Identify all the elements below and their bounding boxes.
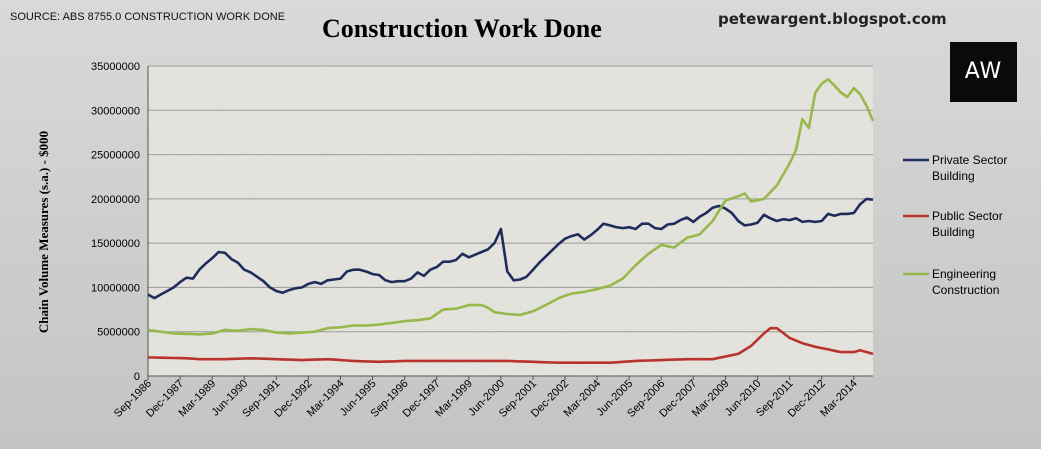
y-tick-label: 25000000 — [91, 150, 140, 162]
y-axis: 0 5000000 10000000 15000000 20000000 25000000… — [91, 61, 873, 383]
y-tick-label: 30000000 — [91, 105, 140, 117]
plot-texture — [148, 66, 873, 376]
y-tick-label: 10000000 — [91, 282, 140, 294]
source-note: SOURCE: ABS 8755.0 CONSTRUCTION WORK DON… — [10, 11, 286, 23]
chart-title: Construction Work Done — [322, 14, 602, 43]
legend: Private Sector Building Public Sector Build… — [903, 153, 1007, 297]
y-tick-label: 15000000 — [91, 238, 140, 250]
y-tick-label: 20000000 — [91, 194, 140, 206]
series-line-2 — [147, 326, 874, 365]
blog-url: petewargent.blogspot.com — [718, 10, 947, 28]
aw-logo: AW — [950, 42, 1017, 102]
legend-label: Engineering Construction — [932, 267, 999, 297]
legend-label: Public Sector Building — [932, 209, 1003, 239]
plot-area — [148, 66, 873, 376]
series-line-3 — [147, 78, 875, 336]
y-tick-label: 0 — [134, 371, 140, 383]
series-lines — [147, 78, 875, 365]
y-tick-label: 5000000 — [97, 327, 140, 339]
series-line-1 — [147, 197, 874, 300]
legend-label: Private Sector Building — [932, 153, 1007, 183]
y-axis-label: Chain Volume Measures (s.a.) - $000 — [36, 131, 51, 333]
y-tick-label: 35000000 — [91, 61, 140, 73]
x-axis: Sep-1986Dec-1987Mar-1989Jun-1990Sep-1991… — [112, 376, 860, 420]
gridlines — [148, 65, 873, 333]
